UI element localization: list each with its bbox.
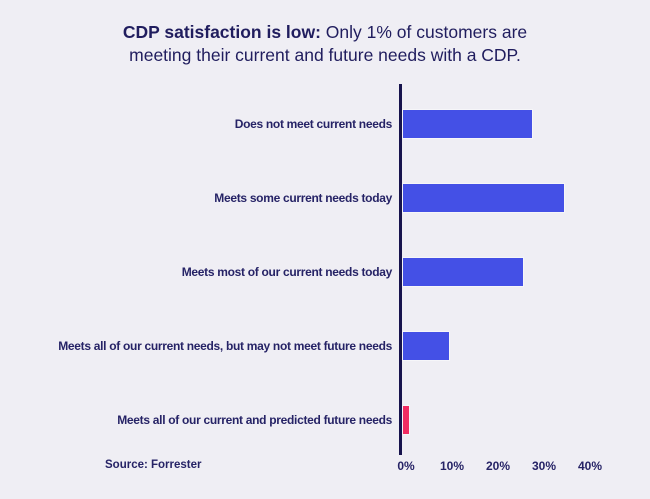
x-tick-label: 30% [531, 459, 557, 473]
bar-label-text: Does not meet current needs [234, 117, 393, 131]
bar-track [403, 110, 650, 138]
bar-row: Meets some current needs today [0, 161, 650, 235]
bar [403, 110, 532, 138]
bar-track [403, 184, 650, 212]
bar-track [403, 406, 650, 434]
bar-label: Meets some current needs today [0, 191, 392, 205]
bar-track [403, 332, 650, 360]
bar-row: Does not meet current needs [0, 87, 650, 161]
bar-track [403, 258, 650, 286]
chart-title-bold: CDP satisfaction is low: [122, 22, 321, 42]
chart-title: CDP satisfaction is low: Only 1% of cust… [0, 21, 650, 67]
bar-row: Meets all of our current needs, but may … [0, 309, 650, 383]
bar-row: Meets most of our current needs today [0, 235, 650, 309]
bar [403, 406, 409, 434]
x-tick-label: 10% [439, 459, 465, 473]
x-tick-label: 40% [577, 459, 603, 473]
bar-label: Meets all of our current and predicted f… [0, 413, 392, 427]
chart-title-regular: Only 1% of customers are [325, 22, 528, 42]
bar-label: Meets most of our current needs today [0, 265, 393, 279]
bar-label-text: Meets all of our current and predicted f… [117, 413, 392, 427]
bar-label: Meets all of our current needs, but may … [0, 339, 392, 353]
bar [403, 258, 523, 286]
x-tick-label: 20% [485, 459, 511, 473]
bar-rows: Does not meet current needs Meets some cu… [0, 87, 650, 457]
bar-label: Does not meet current needs [0, 117, 393, 131]
bar-row: Meets all of our current and predicted f… [0, 383, 650, 457]
bar-label-text: Meets all of our current needs, but may … [58, 339, 392, 353]
y-axis-line [399, 84, 402, 455]
bar-label-text: Meets some current needs today [214, 191, 392, 205]
bar-label-text: Meets most of our current needs today [181, 265, 393, 279]
bar [403, 332, 449, 360]
source-label: Source: Forrester [105, 459, 202, 471]
chart-title-line2: meeting their current and future needs w… [129, 45, 521, 65]
x-tick-label: 0% [397, 459, 415, 473]
bar [403, 184, 564, 212]
